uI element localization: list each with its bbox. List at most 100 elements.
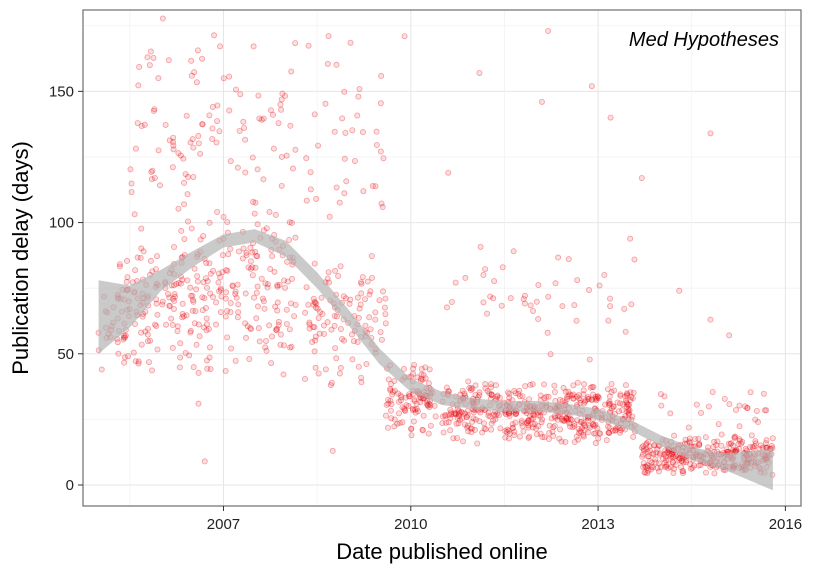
data-point <box>166 302 173 309</box>
data-point <box>652 456 659 463</box>
data-point <box>166 294 173 301</box>
data-point <box>242 136 249 143</box>
data-point <box>176 364 183 371</box>
data-point <box>452 410 459 417</box>
data-point <box>519 423 526 430</box>
data-point <box>468 429 475 436</box>
data-point <box>590 421 597 428</box>
data-point <box>240 118 247 125</box>
y-tick-label: 50 <box>57 346 74 363</box>
data-point <box>568 416 575 423</box>
data-point <box>476 69 483 76</box>
data-point <box>470 415 477 422</box>
data-point <box>543 393 550 400</box>
data-point <box>468 425 475 432</box>
data-point <box>670 469 677 476</box>
data-point <box>356 85 363 92</box>
data-point <box>148 367 155 374</box>
data-point <box>266 208 273 215</box>
data-point <box>752 438 759 445</box>
data-point <box>135 82 142 89</box>
data-point <box>397 392 404 399</box>
data-point <box>476 418 483 425</box>
data-point <box>525 422 532 429</box>
data-point <box>663 462 670 469</box>
data-point <box>482 426 489 433</box>
data-point <box>581 427 588 434</box>
data-point <box>735 441 742 448</box>
data-point <box>651 442 658 449</box>
data-point <box>687 439 694 446</box>
data-point <box>194 273 201 280</box>
data-point <box>588 397 595 404</box>
data-point <box>548 415 555 422</box>
data-point <box>471 426 478 433</box>
data-point <box>565 388 572 395</box>
data-point <box>127 166 134 173</box>
data-point <box>608 389 615 396</box>
data-point <box>509 424 516 431</box>
data-point <box>550 432 557 439</box>
data-point <box>629 395 636 402</box>
data-point <box>607 114 614 121</box>
data-point <box>419 376 426 383</box>
data-point <box>544 329 551 336</box>
data-point <box>732 433 739 440</box>
data-point <box>372 316 379 323</box>
data-point <box>397 397 404 404</box>
data-point <box>324 275 331 282</box>
data-point <box>210 267 217 274</box>
data-point <box>605 429 612 436</box>
data-point <box>337 364 344 371</box>
data-point <box>456 413 463 420</box>
journal-annotation: Med Hypotheses <box>629 29 779 51</box>
data-point <box>732 407 739 414</box>
data-point <box>203 259 210 266</box>
data-point <box>284 258 291 265</box>
data-point <box>591 430 598 437</box>
y-tick-label: 150 <box>49 83 74 100</box>
data-point <box>506 413 513 420</box>
data-point <box>541 434 548 441</box>
data-point <box>395 410 402 417</box>
data-point <box>262 280 269 287</box>
data-point <box>177 354 184 361</box>
data-point <box>219 252 226 259</box>
data-point <box>255 325 262 332</box>
data-point <box>443 419 450 426</box>
data-point <box>247 326 254 333</box>
data-point <box>195 321 202 328</box>
data-point <box>121 354 128 361</box>
data-point <box>526 433 533 440</box>
data-point <box>606 401 613 408</box>
data-point <box>580 432 587 439</box>
data-point <box>347 39 354 46</box>
data-point <box>205 326 212 333</box>
data-point <box>664 449 671 456</box>
data-point <box>676 287 683 294</box>
data-point <box>525 417 532 424</box>
data-point <box>132 145 139 152</box>
data-point <box>442 413 449 420</box>
data-point <box>622 397 629 404</box>
data-point <box>315 370 322 377</box>
data-point <box>264 284 271 291</box>
data-point <box>648 466 655 473</box>
data-point <box>537 392 544 399</box>
data-point <box>363 361 370 368</box>
data-point <box>184 277 191 284</box>
data-point <box>671 453 678 460</box>
data-point <box>401 405 408 412</box>
data-point <box>718 442 725 449</box>
data-point <box>605 429 612 436</box>
data-point <box>414 374 421 381</box>
data-point <box>188 72 195 79</box>
data-point <box>622 382 629 389</box>
data-point <box>341 88 348 95</box>
data-point <box>283 320 290 327</box>
data-point <box>309 339 316 346</box>
data-point <box>145 325 152 332</box>
data-point <box>138 123 145 130</box>
data-point <box>624 408 631 415</box>
data-point <box>491 278 498 285</box>
